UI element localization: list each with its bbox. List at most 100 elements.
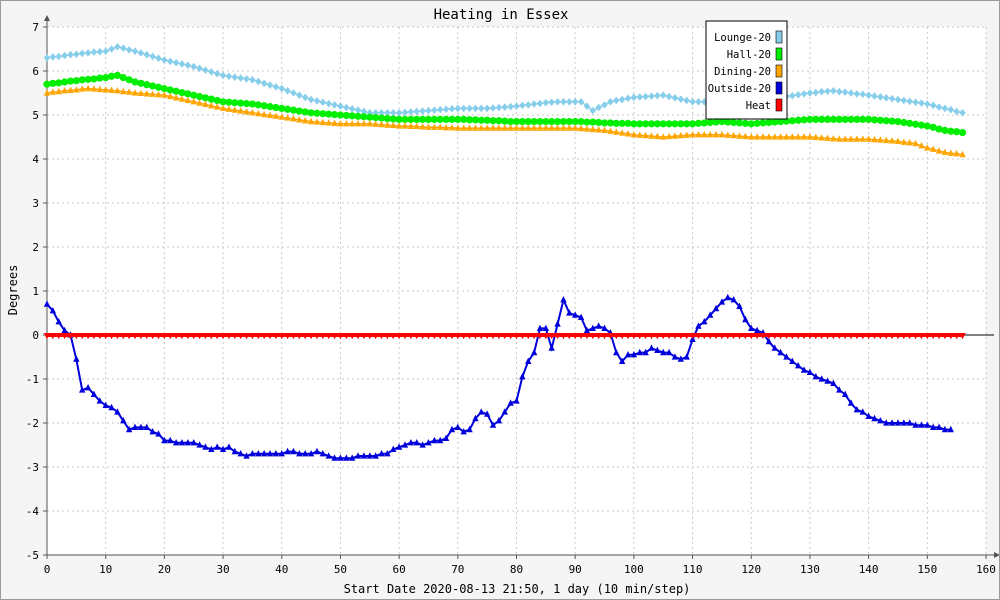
- data-point: [348, 120, 356, 127]
- data-point: [266, 333, 274, 340]
- data-point: [654, 132, 661, 140]
- data-point: [648, 132, 655, 139]
- data-point: [753, 133, 761, 140]
- data-point: [295, 107, 303, 115]
- data-point: [589, 125, 596, 133]
- data-point: [114, 408, 121, 415]
- data-point: [589, 118, 597, 126]
- data-point: [595, 118, 603, 127]
- data-point: [366, 452, 373, 459]
- data-point: [601, 324, 608, 331]
- data-point: [460, 124, 467, 131]
- data-point: [55, 318, 62, 325]
- data-point: [471, 116, 480, 124]
- series-lines: [43, 43, 967, 461]
- data-point: [131, 89, 139, 96]
- data-point: [876, 116, 884, 124]
- data-point: [114, 43, 121, 51]
- data-point: [636, 93, 643, 101]
- data-point: [918, 99, 925, 107]
- data-point: [554, 320, 561, 327]
- data-point: [712, 304, 720, 312]
- data-point: [466, 333, 473, 340]
- data-point: [489, 104, 497, 112]
- data-point: [953, 128, 961, 136]
- data-point: [307, 333, 315, 340]
- data-point: [208, 68, 215, 76]
- data-point: [120, 417, 127, 424]
- data-point: [43, 89, 51, 96]
- data-point: [941, 126, 949, 134]
- data-point: [84, 333, 92, 340]
- data-point: [43, 54, 51, 62]
- data-point: [483, 124, 491, 131]
- data-point: [900, 138, 908, 145]
- data-point: [607, 98, 614, 106]
- data-point: [900, 118, 908, 127]
- data-point: [706, 333, 714, 340]
- data-point: [243, 452, 250, 459]
- data-point: [213, 333, 221, 340]
- data-point: [120, 333, 127, 340]
- data-point: [489, 124, 497, 131]
- data-point: [683, 333, 690, 340]
- data-point: [266, 103, 274, 111]
- data-point: [636, 131, 643, 138]
- data-point: [571, 124, 579, 131]
- data-point: [219, 98, 227, 106]
- data-point: [660, 91, 667, 99]
- data-point: [765, 333, 773, 340]
- data-point: [894, 137, 902, 144]
- data-point: [478, 333, 485, 340]
- data-point: [395, 122, 403, 129]
- data-point: [959, 333, 966, 340]
- data-point: [466, 425, 473, 433]
- data-point: [748, 324, 755, 331]
- data-point: [336, 111, 345, 119]
- data-point: [695, 322, 702, 329]
- data-point: [559, 118, 568, 126]
- data-point: [624, 333, 632, 340]
- data-point: [154, 83, 163, 91]
- x-tick-label: 150: [917, 563, 937, 576]
- data-point: [495, 333, 503, 340]
- data-point: [683, 96, 690, 105]
- data-point: [149, 90, 156, 97]
- data-point: [90, 75, 98, 83]
- data-point: [953, 107, 960, 116]
- data-point: [677, 120, 685, 128]
- data-point: [935, 333, 943, 340]
- data-point: [648, 344, 655, 351]
- data-point: [483, 333, 491, 340]
- data-point: [906, 97, 913, 106]
- data-point: [836, 333, 843, 340]
- data-point: [343, 333, 350, 340]
- data-point: [102, 333, 109, 340]
- data-point: [659, 120, 667, 128]
- data-point: [196, 99, 203, 106]
- data-point: [536, 333, 544, 340]
- data-point: [642, 120, 650, 128]
- data-point: [266, 111, 274, 119]
- data-point: [296, 450, 303, 457]
- data-point: [818, 375, 825, 382]
- data-point: [871, 92, 878, 100]
- data-point: [166, 86, 174, 94]
- legend-swatch: [775, 81, 783, 95]
- data-point: [525, 357, 532, 364]
- data-point: [665, 333, 673, 340]
- data-point: [102, 74, 110, 82]
- data-point: [712, 118, 720, 126]
- data-point: [530, 348, 538, 356]
- data-point: [947, 105, 954, 114]
- data-point: [208, 101, 215, 109]
- grid-lines: [47, 26, 987, 555]
- data-point: [783, 133, 790, 140]
- data-point: [525, 124, 532, 131]
- data-point: [472, 104, 479, 113]
- data-point: [777, 348, 784, 356]
- data-point: [290, 333, 297, 340]
- data-point: [612, 119, 620, 127]
- data-point: [841, 390, 849, 397]
- data-point: [794, 116, 802, 124]
